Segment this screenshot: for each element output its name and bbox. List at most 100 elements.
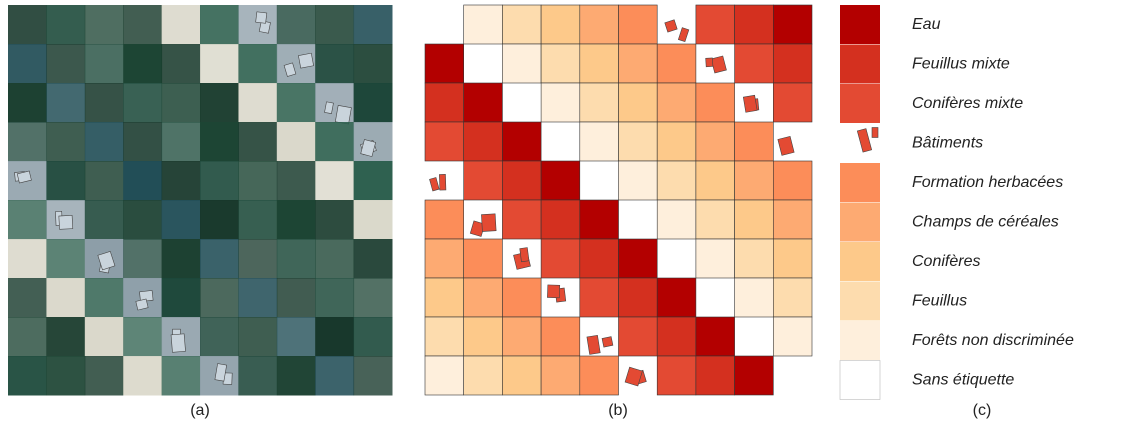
image-tile bbox=[238, 356, 277, 396]
label-cell bbox=[657, 122, 696, 161]
label-cell bbox=[657, 317, 696, 356]
legend-label: Bâtiments bbox=[912, 135, 983, 152]
caption-a: (a) bbox=[190, 402, 210, 419]
image-tile bbox=[315, 122, 354, 162]
label-cell bbox=[541, 44, 580, 83]
label-cell bbox=[541, 239, 580, 278]
image-tile bbox=[46, 161, 85, 201]
image-tile bbox=[123, 317, 162, 357]
label-cell bbox=[735, 356, 774, 395]
image-tile bbox=[46, 122, 85, 162]
image-tile bbox=[46, 5, 85, 45]
legend-swatch bbox=[840, 45, 880, 84]
label-cell bbox=[425, 356, 464, 395]
label-cell bbox=[502, 5, 541, 44]
image-tile bbox=[277, 5, 316, 45]
image-tile bbox=[123, 83, 162, 123]
image-tile bbox=[200, 200, 239, 240]
image-tile bbox=[162, 161, 201, 201]
image-tile bbox=[8, 5, 47, 45]
image-tile bbox=[315, 356, 354, 396]
label-cell bbox=[657, 278, 696, 317]
building-shape bbox=[171, 334, 185, 352]
image-tile bbox=[354, 239, 393, 279]
caption-b: (b) bbox=[608, 402, 628, 419]
label-cell bbox=[696, 122, 735, 161]
image-tile bbox=[354, 83, 393, 123]
image-tile bbox=[238, 83, 277, 123]
label-grid-panel bbox=[425, 5, 812, 395]
label-cell bbox=[696, 5, 735, 44]
image-tile bbox=[8, 122, 47, 162]
image-tile bbox=[85, 200, 124, 240]
image-tile bbox=[85, 356, 124, 396]
label-cell bbox=[541, 161, 580, 200]
image-tile bbox=[85, 278, 124, 318]
legend-label: Forêts non discriminée bbox=[912, 332, 1074, 349]
label-cell bbox=[773, 278, 812, 317]
building-shape bbox=[743, 95, 757, 112]
label-cell bbox=[619, 5, 658, 44]
label-cell bbox=[619, 317, 658, 356]
label-cell bbox=[541, 5, 580, 44]
figure: EauFeuillus mixteConifères mixteBâtiment… bbox=[0, 0, 1134, 432]
label-cell bbox=[502, 317, 541, 356]
image-tile bbox=[200, 83, 239, 123]
label-cell bbox=[425, 83, 464, 122]
legend-swatch bbox=[840, 203, 880, 242]
label-cell bbox=[464, 83, 503, 122]
label-cell bbox=[735, 239, 774, 278]
building-shape bbox=[439, 174, 446, 190]
building-shape bbox=[706, 58, 713, 67]
legend-swatch bbox=[840, 321, 880, 360]
building-shape bbox=[711, 56, 726, 73]
image-tile bbox=[238, 122, 277, 162]
label-cell bbox=[696, 200, 735, 239]
label-cell bbox=[735, 200, 774, 239]
image-tile bbox=[200, 122, 239, 162]
label-cell bbox=[425, 278, 464, 317]
legend-label: Conifères mixte bbox=[912, 95, 1023, 112]
image-tile bbox=[8, 356, 47, 396]
label-cell bbox=[580, 44, 619, 83]
image-tile bbox=[277, 161, 316, 201]
legend-swatch bbox=[840, 282, 880, 321]
label-cell bbox=[464, 239, 503, 278]
label-cell bbox=[580, 83, 619, 122]
image-tile bbox=[315, 317, 354, 357]
label-cell bbox=[619, 83, 658, 122]
legend-swatch bbox=[840, 5, 880, 44]
label-cell bbox=[773, 5, 812, 44]
label-cell bbox=[502, 122, 541, 161]
image-tile bbox=[238, 200, 277, 240]
label-cell bbox=[425, 239, 464, 278]
label-cell bbox=[735, 278, 774, 317]
image-tile bbox=[46, 356, 85, 396]
label-cell bbox=[619, 239, 658, 278]
label-cell bbox=[580, 5, 619, 44]
image-tile bbox=[162, 200, 201, 240]
label-cell bbox=[773, 200, 812, 239]
image-tile bbox=[200, 5, 239, 45]
image-tile bbox=[200, 44, 239, 84]
label-cell bbox=[696, 161, 735, 200]
building-shape bbox=[256, 12, 267, 23]
label-cell bbox=[464, 161, 503, 200]
legend-label: Feuillus mixte bbox=[912, 56, 1010, 73]
image-tile bbox=[85, 5, 124, 45]
image-tile bbox=[46, 278, 85, 318]
caption-c: (c) bbox=[973, 402, 992, 419]
building-shape bbox=[778, 136, 794, 155]
label-cell bbox=[541, 83, 580, 122]
image-tile bbox=[123, 161, 162, 201]
image-tile bbox=[8, 239, 47, 279]
image-tile bbox=[162, 44, 201, 84]
label-cell bbox=[502, 278, 541, 317]
label-cell bbox=[735, 5, 774, 44]
image-tile bbox=[8, 200, 47, 240]
label-cell bbox=[464, 122, 503, 161]
image-tile bbox=[315, 161, 354, 201]
building-shape bbox=[481, 214, 496, 232]
image-tile bbox=[123, 356, 162, 396]
label-cell bbox=[735, 161, 774, 200]
